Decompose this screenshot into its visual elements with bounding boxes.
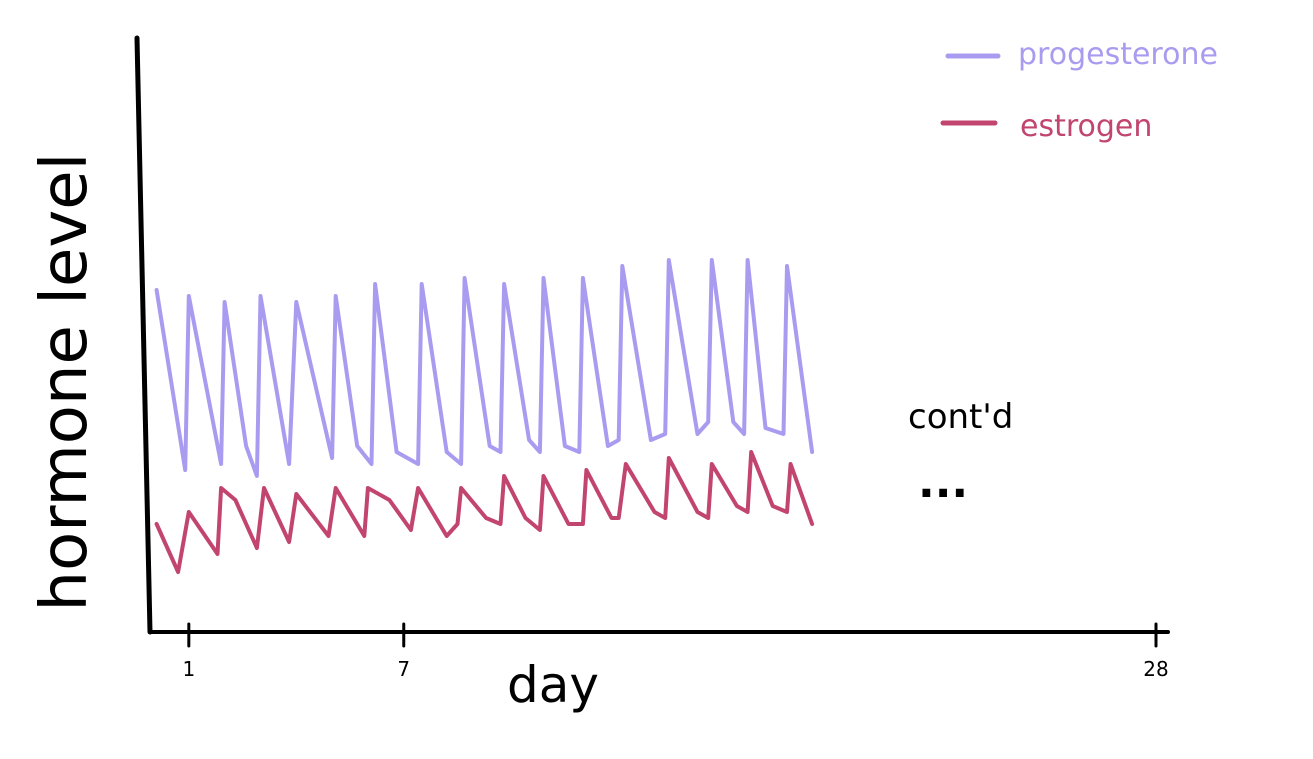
series-line-estrogen — [154, 450, 815, 574]
x-tick-label-28: 28 — [1143, 657, 1168, 681]
x-axis-label: day — [507, 656, 599, 714]
y-axis — [134, 35, 153, 635]
y-axis-label: hormone level — [28, 153, 102, 612]
annotation-contd: cont'd — [908, 397, 1013, 437]
legend-label-estrogen: estrogen — [1020, 109, 1152, 144]
x-tick-label-1: 1 — [182, 657, 195, 681]
series-layer — [154, 258, 815, 574]
annotation-ellipsis: ... — [918, 457, 968, 508]
legend-label-progesterone: progesterone — [1018, 37, 1218, 72]
legend: progesterone estrogen — [940, 37, 1218, 144]
x-ticks: 1 7 28 — [182, 622, 1169, 681]
x-tick-label-7: 7 — [397, 657, 410, 681]
series-line-progesterone — [154, 258, 815, 478]
